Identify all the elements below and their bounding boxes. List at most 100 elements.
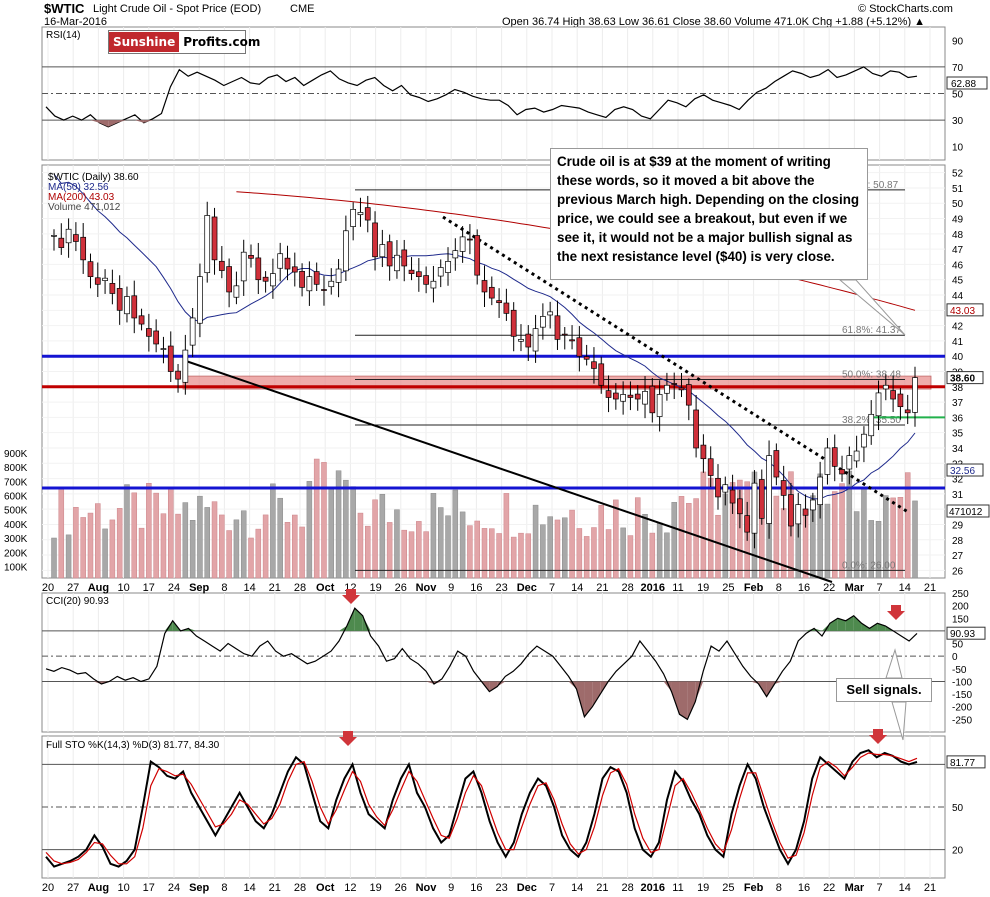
candle-body <box>299 270 305 288</box>
volume-bar <box>883 495 889 579</box>
cci-tick-label: 200 <box>952 602 969 613</box>
price-legend-entry: MA(200) 43.03 <box>48 192 115 203</box>
candle-body <box>270 273 276 287</box>
candle-body <box>109 283 116 294</box>
price-tick-label: 41 <box>952 337 964 348</box>
candle-body <box>693 409 699 449</box>
candle-body <box>831 447 838 467</box>
volume-bar <box>824 503 831 579</box>
volume-bar <box>343 479 349 579</box>
volume-bar <box>780 508 787 579</box>
volume-bar <box>394 509 400 579</box>
x-tick-label-bottom: Mar <box>845 882 865 894</box>
volume-bar <box>313 458 320 579</box>
x-tick-label-bottom: 21 <box>924 882 936 894</box>
candle-body <box>912 377 918 413</box>
x-tick-label-top: 17 <box>143 582 155 594</box>
candle-body <box>671 383 678 385</box>
price-tick-label: 46 <box>952 260 964 271</box>
volume-bar <box>87 512 94 579</box>
volume-bar <box>131 492 138 579</box>
candle-body <box>58 237 65 248</box>
volume-bar <box>160 513 167 579</box>
x-tick-label-top: Nov <box>416 582 438 594</box>
candle-body <box>182 349 189 383</box>
candle-body <box>620 394 626 402</box>
candle-body <box>189 317 196 346</box>
volume-bar <box>211 501 218 579</box>
x-tick-label-top: 14 <box>571 582 583 594</box>
candle-body <box>153 330 160 345</box>
candle-body <box>824 447 831 475</box>
x-tick-label-bottom: 16 <box>798 882 810 894</box>
cci-oversold-fill <box>774 681 783 684</box>
candle-body <box>664 384 670 394</box>
volume-bar <box>540 524 546 579</box>
candle-body <box>839 469 845 475</box>
candle-body <box>882 384 889 390</box>
price-tick-label: 26 <box>952 566 964 577</box>
price-tick-label: 35 <box>952 429 964 440</box>
x-tick-label-top: 11 <box>672 582 683 594</box>
candle-body <box>394 254 400 272</box>
x-tick-label-top: 23 <box>495 582 507 594</box>
volume-bar <box>897 497 904 579</box>
volume-bar <box>532 504 539 579</box>
fib-label: 0.0%: 26.00 <box>842 560 896 571</box>
candle-body <box>503 302 510 314</box>
rsi-tick-label: 90 <box>952 36 964 47</box>
candle-body <box>576 337 583 357</box>
price-tick-label: 45 <box>952 276 964 287</box>
cci-last-box <box>946 626 986 640</box>
volume-bar <box>562 517 568 579</box>
cci-overbought-fill <box>821 623 830 631</box>
candle-body <box>423 275 429 285</box>
candle-body <box>65 228 72 244</box>
candle-body <box>408 269 415 274</box>
rsi-oversold-fill <box>143 120 153 123</box>
candle-body <box>73 234 79 242</box>
x-tick-label-top: Oct <box>316 582 335 594</box>
volume-bar <box>467 525 473 579</box>
candle-body <box>401 249 408 267</box>
candle-body <box>335 268 342 283</box>
candle-body <box>146 328 152 337</box>
x-tick-label-top: 22 <box>823 582 835 594</box>
rsi-tick-label: 30 <box>952 116 964 127</box>
candle-body <box>649 385 656 414</box>
sto-last-box <box>946 755 986 769</box>
x-tick-label-bottom: Sep <box>189 882 209 894</box>
volume-tick-label: 700K <box>4 477 28 488</box>
price-tick-label: 51 <box>952 184 964 195</box>
candle-body <box>525 333 532 348</box>
candle-body <box>248 254 254 259</box>
volume-bar <box>423 531 429 579</box>
header-ohlc: Open 36.74 High 38.63 Low 36.61 Close 38… <box>502 16 926 28</box>
candle-body <box>846 455 853 470</box>
candle-body <box>540 316 546 328</box>
x-tick-label-top: 8 <box>221 582 227 594</box>
candle-body <box>138 315 145 325</box>
volume-bar <box>328 486 335 579</box>
candle-body <box>547 311 554 316</box>
header-description: Light Crude Oil - Spot Price (EOD) <box>93 3 262 15</box>
volume-last-box <box>946 504 990 518</box>
candle-body <box>656 394 663 417</box>
candle-body <box>773 450 780 478</box>
cci-tick-label: -50 <box>952 665 967 676</box>
price-tick-label: 32 <box>952 475 964 486</box>
price-tick-label: 50 <box>952 199 964 210</box>
volume-tick-label: 100K <box>4 563 28 574</box>
x-tick-label-bottom: Nov <box>416 882 438 894</box>
candle-body <box>218 260 225 271</box>
candle-body <box>809 499 816 511</box>
candle-body <box>758 479 765 519</box>
candle-body <box>707 458 714 476</box>
candle-body <box>853 450 860 462</box>
volume-tick-label: 900K <box>4 449 28 460</box>
volume-bar <box>722 493 729 579</box>
cci-last-value: 90.93 <box>950 629 975 640</box>
x-tick-label-bottom: 22 <box>823 882 835 894</box>
volume-bar <box>613 499 619 579</box>
candle-body <box>87 261 94 278</box>
